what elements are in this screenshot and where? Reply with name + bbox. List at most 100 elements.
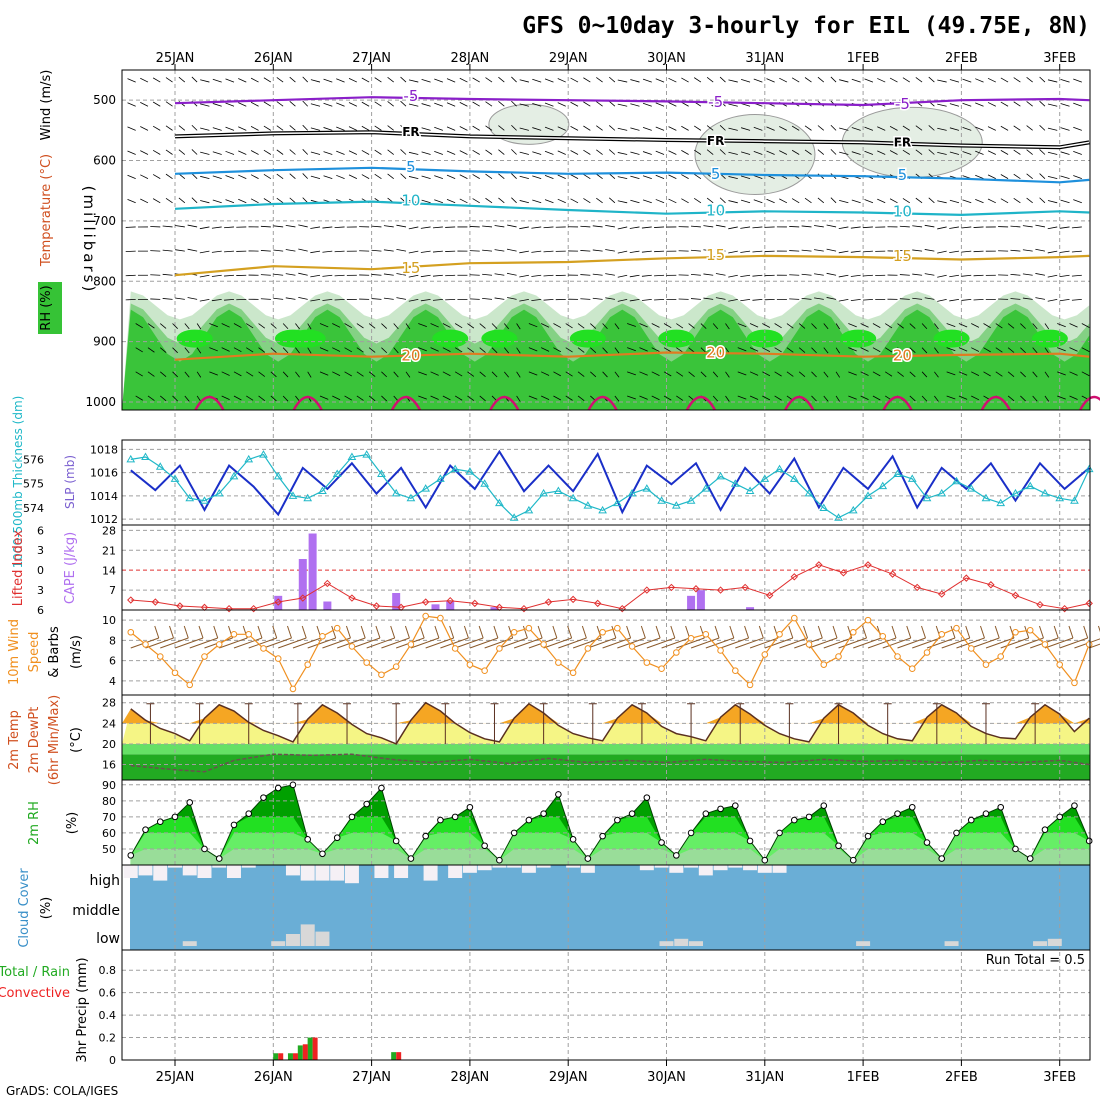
upper-wind-barb: [212, 175, 222, 180]
rh2m-point: [820, 802, 828, 809]
rh2m-tick: 80: [102, 795, 116, 808]
wind-speed-point: [643, 659, 651, 666]
upper-wind-barb: [752, 226, 763, 229]
upper-wind-barb: [467, 347, 475, 353]
contour-15: [174, 254, 1090, 277]
cape-bar: [274, 595, 283, 610]
upper-wind-barb: [971, 395, 980, 401]
upper-wind-barb: [298, 224, 308, 228]
upper-wind-barb: [323, 175, 333, 180]
upper-wind-barb: [532, 151, 542, 155]
wind-barb: [174, 637, 204, 649]
upper-wind-barb: [125, 298, 136, 301]
upper-wind-barb: [519, 79, 529, 83]
rh2m-point: [466, 803, 474, 811]
upper-wind-barb: [629, 274, 640, 278]
upper-wind-barb: [225, 199, 235, 204]
thickness-tick: 574: [23, 502, 44, 515]
upper-wind-barb: [519, 226, 529, 230]
upper-wind-barb: [302, 76, 308, 83]
upper-wind-barb: [811, 395, 817, 402]
upper-wind-barb: [915, 125, 923, 131]
upper-wind-barb: [491, 323, 498, 329]
upper-wind-barb: [543, 226, 554, 229]
upper-wind-barb: [472, 125, 480, 131]
upper-wind-barb: [975, 102, 984, 107]
thickness-point: [745, 486, 755, 494]
upper-wind-barb: [839, 127, 849, 131]
wind-speed-point: [451, 645, 459, 652]
rh-bright-patch: [840, 329, 877, 348]
upper-wind-barb: [889, 126, 898, 131]
thickness-point: [834, 513, 843, 521]
upper-wind-barb: [233, 395, 242, 401]
rh2m-point: [746, 837, 754, 845]
upper-wind-barb: [850, 298, 861, 302]
wind-barb: [351, 637, 381, 649]
upper-wind-barb: [140, 150, 149, 155]
rh2m-point: [923, 839, 931, 846]
cloud-high-bar: [507, 865, 522, 868]
rh2m-tick: 70: [102, 811, 116, 824]
upper-wind-barb: [322, 250, 333, 253]
upper-wind-barb: [532, 78, 542, 83]
upper-wind-barb: [663, 323, 672, 329]
upper-wind-barb: [531, 250, 542, 253]
upper-wind-barb: [276, 77, 284, 83]
upper-wind-barb: [557, 126, 566, 131]
upper-wind-barb: [472, 149, 480, 155]
wind-barb: [189, 637, 218, 649]
upper-wind-barb: [630, 175, 640, 180]
rh2m-point: [835, 842, 842, 850]
upper-wind-barb: [924, 224, 935, 228]
contour-25-bump: [587, 395, 618, 411]
rh2m-point: [702, 810, 710, 817]
upper-wind-barb: [479, 323, 486, 329]
upper-wind-barb: [838, 298, 849, 302]
upper-wind-barb: [332, 395, 341, 401]
upper-wind-barb: [912, 249, 923, 252]
upper-wind-barb: [200, 200, 210, 204]
wind-barb-tick: [803, 625, 809, 639]
wind-barb: [808, 637, 838, 649]
upper-wind-barb: [260, 250, 271, 252]
thickness-point: [391, 488, 401, 497]
li-point: [938, 590, 946, 598]
upper-wind-barb: [740, 274, 751, 278]
upper-wind-barb: [728, 226, 738, 230]
wind-barb-tick: [581, 625, 587, 639]
upper-wind-barb: [737, 371, 747, 376]
upper-wind-barb: [690, 274, 701, 276]
upper-wind-barb: [498, 173, 505, 179]
li-tick: 6: [37, 604, 44, 617]
upper-wind-barb: [420, 226, 431, 229]
rh-upper-blob: [488, 103, 570, 145]
contour-label: FR: [894, 135, 911, 149]
upper-wind-barb: [322, 274, 333, 277]
upper-wind-barb: [246, 395, 254, 401]
cloud-high-bar: [684, 865, 699, 868]
upper-wind-barb: [211, 274, 222, 277]
upper-wind-barb: [1060, 175, 1070, 180]
upper-wind-barb: [889, 150, 898, 155]
wind-speed-point: [879, 633, 887, 640]
run-total-label: Run Total = 0.5: [986, 953, 1085, 968]
upper-wind-barb: [250, 198, 259, 204]
credit-label: GrADS: COLA/IGES: [6, 1084, 118, 1098]
upper-wind-barb: [860, 347, 869, 352]
wind-barb-tick: [817, 625, 823, 639]
cape-bar: [323, 601, 332, 610]
wind-barb: [292, 637, 322, 649]
upper-wind-barb: [835, 395, 841, 402]
upper-wind-barb: [196, 347, 202, 354]
upper-wind-barb: [766, 150, 775, 155]
upper-wind-barb: [374, 77, 382, 83]
upper-wind-barb: [557, 78, 566, 83]
upper-wind-barb: [728, 250, 738, 254]
upper-wind-barb: [596, 173, 603, 179]
upper-wind-barb: [937, 127, 947, 131]
rh2m-point: [790, 816, 798, 824]
upper-wind-barb: [238, 174, 247, 180]
upper-wind-barb: [225, 78, 235, 83]
date-label-bottom: 2FEB: [945, 1070, 978, 1085]
